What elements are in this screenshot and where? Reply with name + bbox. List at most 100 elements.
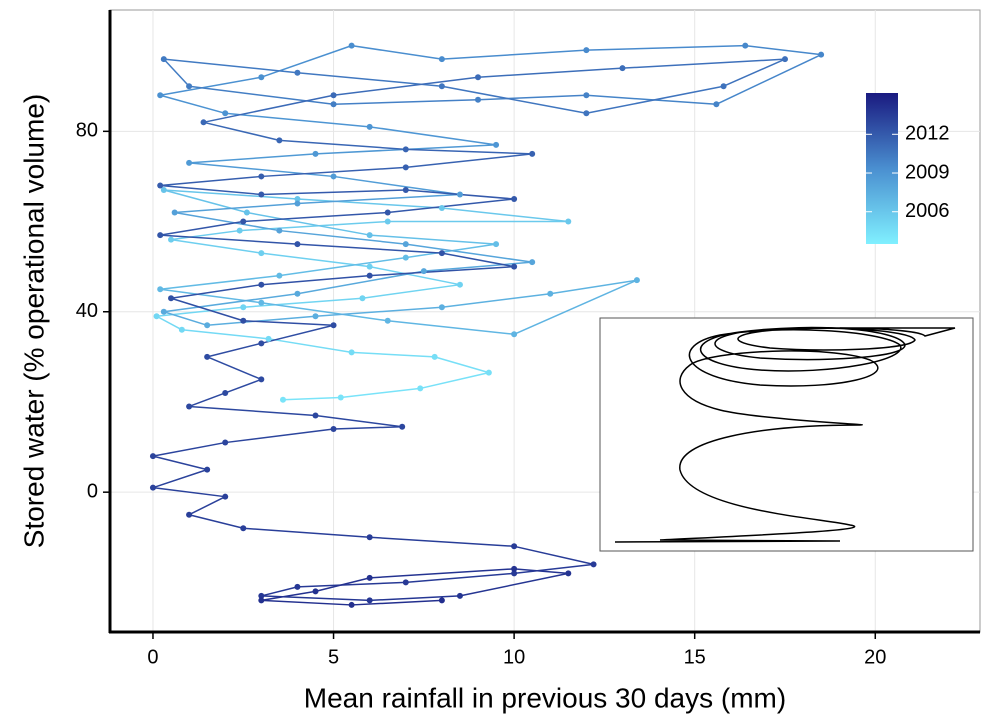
point — [149, 453, 156, 460]
x-axis-title: Mean rainfall in previous 30 days (mm) — [304, 682, 786, 713]
path-segment — [170, 229, 240, 241]
path-segment — [206, 356, 262, 381]
point — [157, 286, 164, 293]
path-segment — [163, 311, 208, 327]
path-segment — [203, 121, 280, 142]
path-segment — [333, 426, 403, 430]
point — [240, 317, 247, 324]
point — [186, 83, 193, 90]
point — [330, 101, 337, 108]
path-segment — [261, 166, 406, 178]
point — [583, 92, 590, 99]
point — [240, 304, 247, 311]
path-segment — [282, 396, 341, 401]
path-segment — [723, 58, 786, 87]
path-segment — [441, 49, 587, 60]
x-tick-label: 15 — [684, 646, 706, 668]
path-segment — [170, 297, 244, 322]
path-segment — [207, 315, 316, 327]
path-segment — [405, 572, 515, 584]
point — [493, 241, 500, 248]
path-segment — [160, 76, 262, 96]
path-segment — [716, 53, 822, 105]
path-segment — [387, 320, 515, 336]
path-segment — [434, 356, 490, 374]
point — [294, 290, 301, 297]
point — [149, 484, 156, 491]
path-segment — [514, 563, 594, 575]
point — [366, 263, 373, 270]
path-segment — [170, 238, 262, 254]
path-segment — [351, 599, 442, 606]
path-segment — [261, 44, 352, 78]
point — [366, 272, 373, 279]
point — [153, 313, 160, 320]
point — [236, 227, 243, 234]
point — [222, 493, 229, 500]
path-segment — [189, 405, 316, 417]
path-segment — [315, 414, 403, 428]
inset-box — [599, 317, 974, 552]
point — [511, 565, 518, 572]
point — [204, 322, 211, 329]
path-segment — [225, 112, 370, 128]
path-segment — [362, 283, 461, 299]
path-segment — [188, 513, 244, 529]
path-segment — [261, 252, 370, 268]
path-segment — [514, 568, 569, 575]
point — [330, 322, 337, 329]
path-segment — [261, 301, 388, 322]
point — [511, 331, 518, 338]
point — [157, 232, 164, 239]
path-segment — [387, 198, 515, 214]
path-segment — [160, 175, 262, 187]
point — [590, 561, 597, 568]
point — [348, 601, 355, 608]
point — [402, 241, 409, 248]
path-segment — [189, 162, 334, 178]
path-segment — [279, 229, 406, 245]
point — [485, 369, 492, 376]
path-segment — [405, 243, 533, 263]
path-segment — [369, 265, 461, 286]
path-segment — [246, 211, 370, 236]
point — [258, 191, 265, 198]
point — [157, 182, 164, 189]
point — [438, 304, 445, 311]
point — [160, 308, 167, 315]
point — [438, 597, 445, 604]
point — [619, 65, 626, 72]
path-segment — [160, 274, 280, 290]
point — [438, 250, 445, 257]
point — [330, 92, 337, 99]
point — [565, 570, 572, 577]
point — [565, 218, 572, 225]
inset — [599, 317, 974, 552]
path-segment — [315, 306, 442, 318]
path-segment — [156, 315, 183, 331]
path-segment — [243, 297, 363, 308]
path-segment — [441, 252, 515, 268]
point — [160, 56, 167, 63]
path-segment — [268, 338, 352, 354]
point — [258, 597, 265, 604]
path-segment — [333, 175, 461, 196]
point — [222, 110, 229, 117]
path-segment — [279, 139, 406, 151]
path-segment — [369, 265, 515, 277]
point — [258, 299, 265, 306]
path-segment — [224, 378, 262, 394]
y-tick-label: 80 — [76, 120, 98, 142]
path-segment — [441, 207, 569, 223]
point — [456, 191, 463, 198]
point — [402, 146, 409, 153]
point — [258, 592, 265, 599]
path-segment — [369, 568, 515, 579]
path-segment — [340, 387, 421, 399]
path-segment — [315, 577, 370, 593]
path-segment — [203, 94, 334, 124]
path-segment — [152, 486, 226, 498]
point — [633, 277, 640, 284]
point — [366, 232, 373, 239]
point — [294, 200, 301, 207]
